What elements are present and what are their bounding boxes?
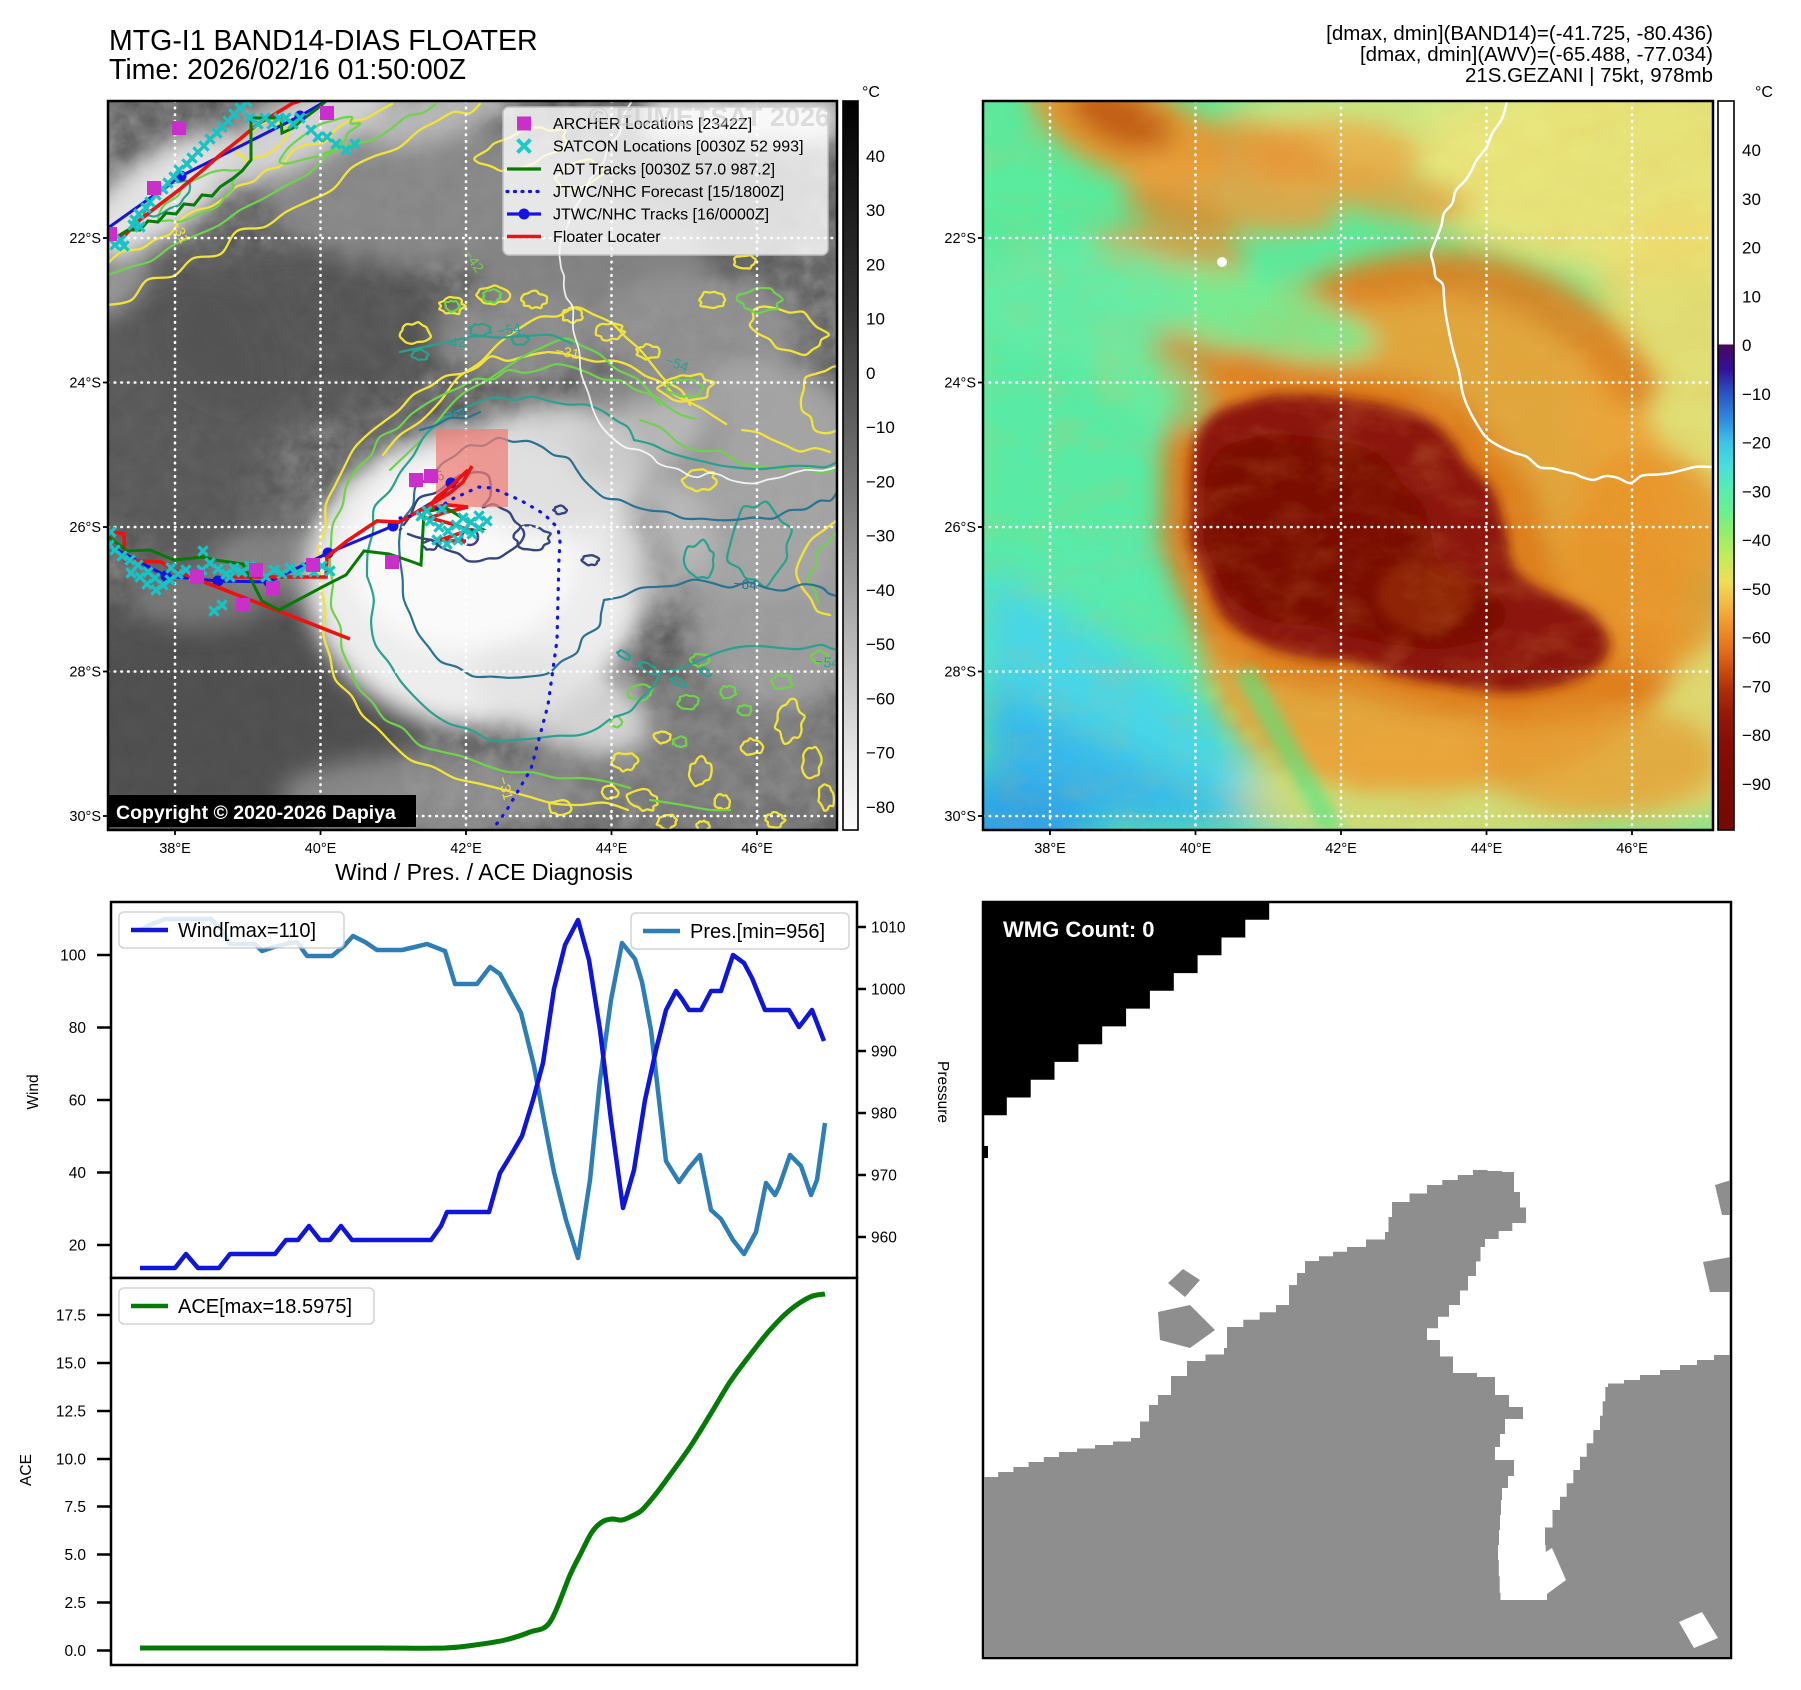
- svg-text:−64: −64: [442, 403, 468, 423]
- svg-text:40°E: 40°E: [1180, 841, 1212, 857]
- svg-text:Wind[max=110]: Wind[max=110]: [178, 920, 316, 942]
- svg-text:°C: °C: [862, 84, 880, 101]
- svg-text:SATCON Locations [0030Z 52 993: SATCON Locations [0030Z 52 993]: [553, 139, 804, 156]
- svg-text:−60: −60: [866, 690, 895, 709]
- svg-text:−70: −70: [866, 744, 895, 763]
- svg-text:20: 20: [69, 1238, 87, 1255]
- svg-text:42°E: 42°E: [450, 841, 482, 857]
- svg-text:46°E: 46°E: [741, 841, 773, 857]
- svg-text:1010: 1010: [871, 920, 906, 937]
- svg-text:21S.GEZANI | 75kt, 978mb: 21S.GEZANI | 75kt, 978mb: [1465, 64, 1713, 87]
- svg-text:44°E: 44°E: [596, 841, 628, 857]
- svg-text:30°S: 30°S: [944, 809, 976, 825]
- svg-text:Floater Locater: Floater Locater: [553, 229, 661, 246]
- svg-text:44°E: 44°E: [1471, 841, 1503, 857]
- svg-text:990: 990: [871, 1044, 897, 1061]
- svg-text:46°E: 46°E: [1616, 841, 1648, 857]
- svg-text:WMG Count: 0: WMG Count: 0: [1003, 917, 1155, 942]
- svg-text:40: 40: [1742, 141, 1761, 160]
- svg-text:© EUMETSAT 2026: © EUMETSAT 2026: [589, 102, 830, 132]
- svg-text:22°S: 22°S: [69, 231, 101, 247]
- svg-text:−30: −30: [1742, 482, 1771, 501]
- svg-text:17.5: 17.5: [56, 1308, 86, 1325]
- svg-text:80: 80: [69, 1020, 87, 1037]
- svg-text:−50: −50: [866, 635, 895, 654]
- svg-text:2.5: 2.5: [64, 1595, 86, 1612]
- svg-text:970: 970: [871, 1168, 897, 1185]
- svg-text:22°S: 22°S: [944, 231, 976, 247]
- svg-text:−60: −60: [1742, 629, 1771, 648]
- svg-text:ACE: ACE: [18, 1454, 35, 1486]
- svg-text:−64: −64: [733, 575, 758, 593]
- svg-text:28°S: 28°S: [69, 665, 101, 681]
- svg-text:−20: −20: [1742, 434, 1771, 453]
- svg-text:Copyright © 2020-2026 Dapiya: Copyright © 2020-2026 Dapiya: [116, 802, 396, 824]
- svg-text:42°E: 42°E: [1325, 841, 1357, 857]
- svg-text:1000: 1000: [871, 982, 906, 999]
- svg-text:JTWC/NHC Tracks [16/0000Z]: JTWC/NHC Tracks [16/0000Z]: [553, 207, 769, 224]
- svg-text:24°S: 24°S: [944, 376, 976, 392]
- svg-text:−54: −54: [815, 653, 840, 671]
- svg-text:JTWC/NHC Forecast [15/1800Z]: JTWC/NHC Forecast [15/1800Z]: [553, 184, 784, 201]
- svg-text:20: 20: [866, 256, 885, 275]
- svg-text:−10: −10: [1742, 385, 1771, 404]
- svg-text:−30: −30: [866, 527, 895, 546]
- svg-text:−20: −20: [866, 473, 895, 492]
- svg-text:Wind: Wind: [25, 1074, 42, 1109]
- svg-text:60: 60: [69, 1093, 87, 1110]
- svg-text:30°S: 30°S: [69, 809, 101, 825]
- svg-text:7.5: 7.5: [64, 1499, 86, 1516]
- svg-text:−80: −80: [1742, 726, 1771, 745]
- svg-text:10: 10: [866, 310, 885, 329]
- svg-text:Wind / Pres. / ACE Diagnosis: Wind / Pres. / ACE Diagnosis: [335, 859, 633, 885]
- svg-text:40: 40: [866, 147, 885, 166]
- svg-text:100: 100: [60, 948, 86, 965]
- svg-text:0: 0: [866, 364, 875, 383]
- svg-text:ACE[max=18.5975]: ACE[max=18.5975]: [178, 1296, 352, 1318]
- svg-text:−42: −42: [442, 334, 466, 350]
- svg-text:40: 40: [69, 1165, 87, 1182]
- svg-text:980: 980: [871, 1106, 897, 1123]
- svg-text:Pressure: Pressure: [934, 1061, 951, 1123]
- svg-text:30: 30: [1742, 190, 1761, 209]
- svg-text:[dmax, dmin](BAND14)=(-41.725,: [dmax, dmin](BAND14)=(-41.725, -80.436): [1326, 22, 1713, 45]
- svg-text:−31: −31: [495, 775, 517, 802]
- svg-text:30: 30: [866, 201, 885, 220]
- svg-text:960: 960: [871, 1230, 897, 1247]
- svg-text:38°E: 38°E: [159, 841, 191, 857]
- svg-text:−90: −90: [1742, 775, 1771, 794]
- svg-text:ADT Tracks [0030Z 57.0 987.2]: ADT Tracks [0030Z 57.0 987.2]: [553, 162, 775, 179]
- svg-text:5.0: 5.0: [64, 1547, 86, 1564]
- svg-text:MTG-I1 BAND14-DIAS FLOATER: MTG-I1 BAND14-DIAS FLOATER: [109, 25, 538, 57]
- svg-text:28°S: 28°S: [944, 665, 976, 681]
- svg-text:[dmax, dmin](AWV)=(-65.488, -7: [dmax, dmin](AWV)=(-65.488, -77.034): [1360, 43, 1713, 66]
- svg-text:26°S: 26°S: [69, 520, 101, 536]
- svg-text:38°E: 38°E: [1034, 841, 1066, 857]
- svg-text:40°E: 40°E: [305, 841, 337, 857]
- svg-text:20: 20: [1742, 239, 1761, 258]
- svg-text:10.0: 10.0: [56, 1452, 87, 1469]
- svg-text:−10: −10: [866, 418, 895, 437]
- svg-text:−50: −50: [1742, 580, 1771, 599]
- svg-text:Pres.[min=956]: Pres.[min=956]: [690, 921, 825, 943]
- svg-text:12.5: 12.5: [56, 1404, 86, 1421]
- svg-text:−80: −80: [866, 798, 895, 817]
- svg-text:ARCHER Locations [2342Z]: ARCHER Locations [2342Z]: [553, 116, 752, 133]
- svg-text:15.0: 15.0: [56, 1356, 87, 1373]
- svg-text:24°S: 24°S: [69, 376, 101, 392]
- svg-text:−40: −40: [1742, 531, 1771, 550]
- svg-text:−54: −54: [663, 352, 691, 375]
- svg-text:10: 10: [1742, 287, 1761, 306]
- svg-text:0: 0: [1742, 336, 1751, 355]
- svg-text:26°S: 26°S: [944, 520, 976, 536]
- svg-text:−31: −31: [554, 342, 580, 362]
- svg-text:−70: −70: [1742, 678, 1771, 697]
- svg-text:°C: °C: [1755, 84, 1773, 101]
- svg-text:Time: 2026/02/16 01:50:00Z: Time: 2026/02/16 01:50:00Z: [109, 54, 466, 86]
- svg-text:−40: −40: [866, 581, 895, 600]
- svg-text:−54: −54: [496, 320, 522, 339]
- svg-text:0.0: 0.0: [64, 1643, 86, 1660]
